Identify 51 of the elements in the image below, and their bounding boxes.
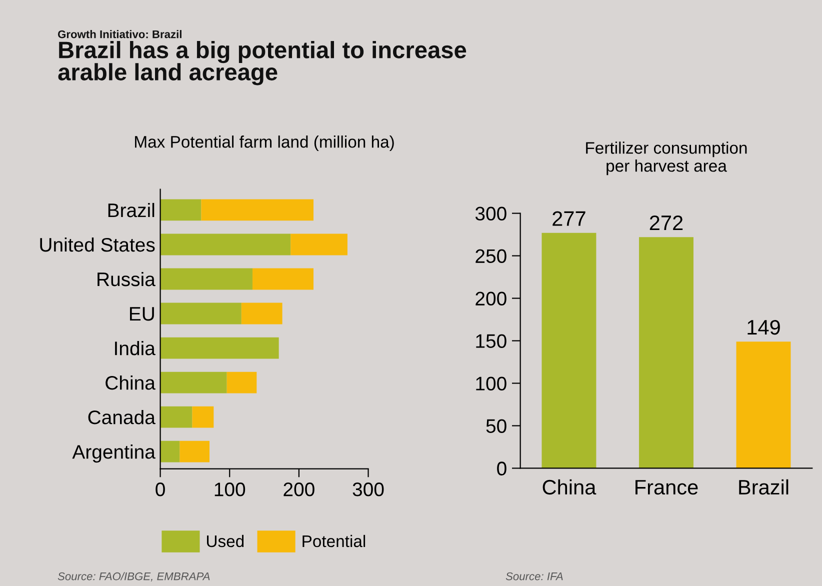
bar xyxy=(160,440,180,462)
y-tick-label: 100 xyxy=(476,376,506,390)
x-tick-label: 300 xyxy=(352,482,384,496)
x-tick-label: 0 xyxy=(156,482,165,496)
y-tick-label: Brazil xyxy=(108,202,154,218)
y-tick-label: Russia xyxy=(98,272,156,286)
y-tick-label: Canada xyxy=(88,410,156,424)
legend-label: Used xyxy=(207,534,244,548)
y-tick-label: 200 xyxy=(476,292,506,306)
chart-title: Max Potential farm land (million ha) xyxy=(135,136,394,152)
y-tick-label: 250 xyxy=(476,249,506,264)
y-tick-label: 300 xyxy=(475,206,506,221)
source-note: Source: FAO/IBGE, EMBRAPA xyxy=(58,572,210,582)
y-tick-label: Argentina xyxy=(72,444,156,463)
bar xyxy=(160,372,227,394)
x-tick-label: France xyxy=(636,480,698,495)
source-note: Source: IFA xyxy=(506,572,563,580)
bar xyxy=(638,237,694,468)
x-tick-label: China xyxy=(542,479,596,495)
y-tick-label: EU xyxy=(130,307,154,321)
y-tick-label: 150 xyxy=(476,334,506,348)
bar xyxy=(736,342,791,468)
bar xyxy=(542,232,596,468)
text: Growth Initiativo: Brazil xyxy=(58,30,182,38)
y-tick-label: 0 xyxy=(497,462,506,476)
x-tick-label: Brazil xyxy=(739,479,788,495)
y-tick-label: 50 xyxy=(486,419,506,433)
data-label: 272 xyxy=(650,215,683,230)
legend-label: Potential xyxy=(302,534,366,548)
bar xyxy=(160,234,291,256)
bar xyxy=(160,406,192,428)
data-label: 149 xyxy=(748,320,780,335)
x-tick-label: 100 xyxy=(214,482,246,496)
bar xyxy=(160,199,202,221)
y-tick-label: India xyxy=(115,340,156,356)
bar xyxy=(192,406,214,428)
bar xyxy=(160,268,252,290)
bar xyxy=(201,199,314,221)
bar xyxy=(226,372,257,394)
x-tick-label: 200 xyxy=(284,482,314,496)
data-label: 277 xyxy=(552,211,586,226)
y-tick-label: United States xyxy=(40,237,155,252)
bar xyxy=(180,440,210,462)
y-tick-label: China xyxy=(106,375,156,390)
bar xyxy=(160,337,279,359)
chart-title: Fertilizer consumption per harvest area xyxy=(586,142,747,176)
bar xyxy=(290,234,348,256)
bar xyxy=(241,302,282,324)
bar xyxy=(160,302,242,324)
text: Brazil has a big potential to increase arable land acreage xyxy=(58,41,466,86)
bar xyxy=(252,268,314,290)
